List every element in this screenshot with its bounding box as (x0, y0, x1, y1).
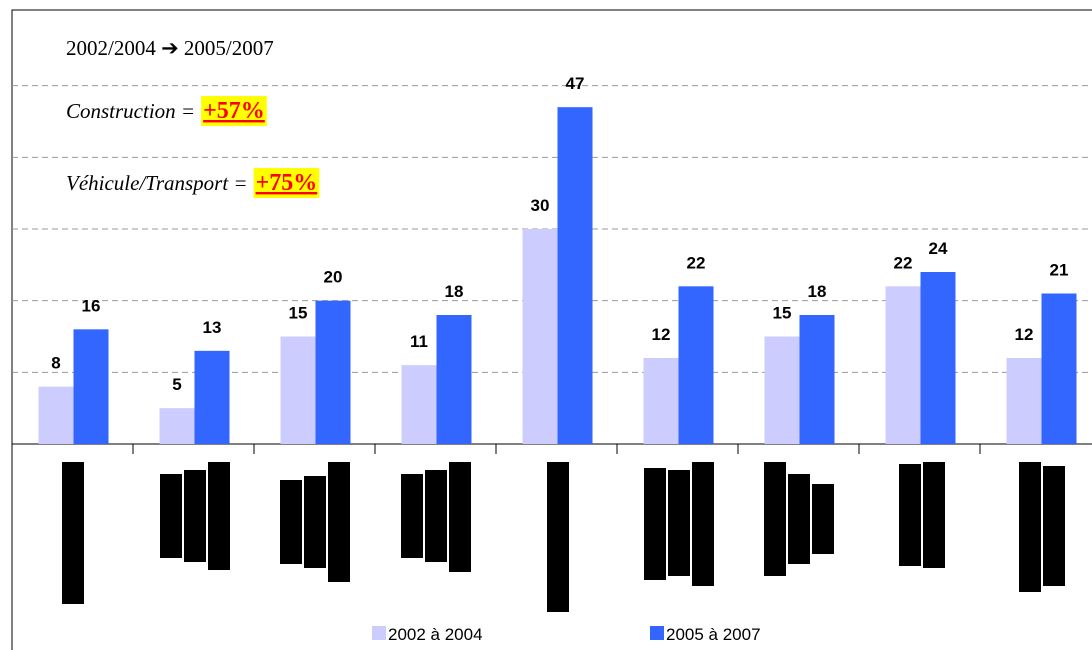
annotation-highlight: +57% (203, 98, 265, 124)
data-label: 12 (1015, 325, 1034, 344)
bar (401, 365, 437, 444)
frame (11, 9, 1092, 650)
data-label: 16 (82, 296, 101, 315)
annotation: Construction = (66, 99, 195, 123)
legend-swatch (372, 626, 386, 640)
bar (73, 329, 109, 444)
bar (522, 229, 558, 444)
legend-swatch (650, 626, 664, 640)
data-label: 47 (566, 74, 585, 93)
data-label: 11 (410, 332, 428, 351)
data-label: 30 (531, 196, 550, 215)
annotation: 2002/2004 ➔ 2005/2007 (66, 36, 274, 60)
data-label: 20 (324, 268, 343, 287)
data-label: 22 (687, 253, 706, 272)
data-label: 15 (289, 304, 308, 323)
data-label: 24 (929, 239, 948, 258)
bar (1006, 358, 1042, 444)
bar (557, 107, 593, 445)
data-label: 21 (1050, 261, 1069, 280)
data-label: 12 (652, 325, 671, 344)
annotation: Véhicule/Transport = (66, 171, 248, 195)
bar (764, 336, 800, 444)
bar (436, 315, 472, 444)
highlight-bg (253, 168, 320, 198)
bar (159, 408, 195, 444)
bar (678, 286, 714, 444)
redacted-category-labels (62, 462, 1065, 612)
data-label: 5 (172, 375, 181, 394)
data-label: 13 (203, 318, 222, 337)
bar (280, 336, 316, 444)
data-label: 8 (51, 354, 60, 373)
annotation-highlight: +75% (256, 170, 318, 196)
bar (1041, 293, 1077, 444)
bar (799, 315, 835, 444)
legend-label: 2002 à 2004 (388, 625, 483, 644)
legend-label: 2005 à 2007 (666, 625, 761, 644)
bar (643, 358, 679, 444)
bar (885, 286, 921, 444)
data-label: 18 (808, 282, 827, 301)
data-label: 15 (773, 304, 792, 323)
bar (315, 300, 351, 444)
bar (38, 386, 74, 444)
bar (920, 272, 956, 444)
bar (194, 350, 230, 444)
data-label: 22 (894, 253, 913, 272)
data-label: 18 (445, 282, 464, 301)
highlight-bg (201, 96, 267, 126)
